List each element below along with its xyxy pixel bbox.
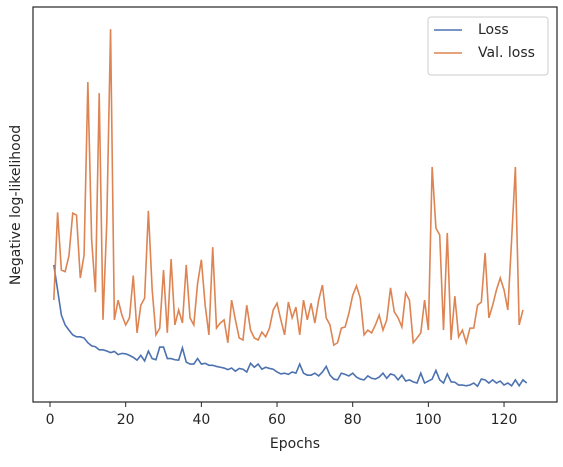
line <box>53 29 524 347</box>
legend-box <box>427 16 549 76</box>
x-tick-label: 80 <box>344 412 362 428</box>
x-tick-label: 0 <box>46 412 55 428</box>
x-tick-label: 60 <box>268 412 286 428</box>
x-tick-label: 20 <box>117 412 135 428</box>
legend-label: Val. loss <box>478 45 535 61</box>
y-axis-label: Negative log-likelihood <box>8 125 24 285</box>
x-tick-label: 120 <box>491 412 518 428</box>
x-axis-label: Epochs <box>270 436 320 452</box>
plot-frame <box>32 6 558 403</box>
x-tick-label: 40 <box>192 412 210 428</box>
x-tick-label: 100 <box>415 412 442 428</box>
line <box>53 264 528 388</box>
legend-label: Loss <box>478 22 509 38</box>
